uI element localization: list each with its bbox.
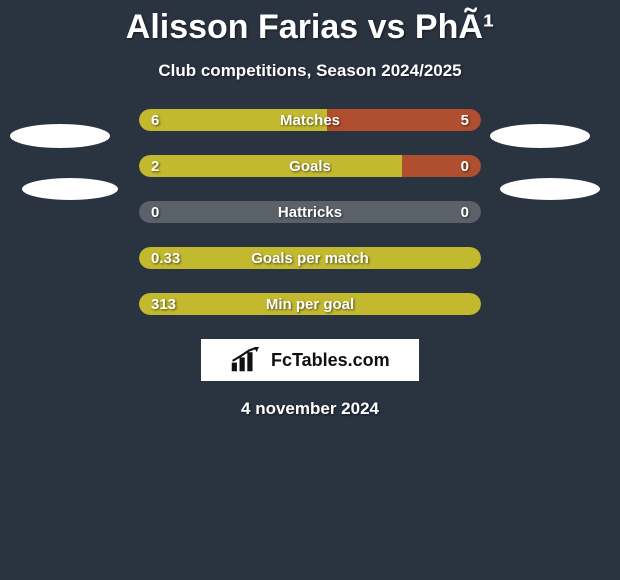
bar-value-right: 5 xyxy=(461,109,469,131)
stat-bar-row: 0Hattricks0 xyxy=(139,201,481,223)
subtitle: Club competitions, Season 2024/2025 xyxy=(0,61,620,81)
comparison-bars: 6Matches52Goals00Hattricks00.33Goals per… xyxy=(139,109,481,315)
date-text: 4 november 2024 xyxy=(0,399,620,419)
side-ellipse xyxy=(500,178,600,200)
side-ellipse xyxy=(490,124,590,148)
bar-value-right: 0 xyxy=(461,201,469,223)
side-ellipse xyxy=(10,124,110,148)
bar-value-right: 0 xyxy=(461,155,469,177)
page-title: Alisson Farias vs PhÃ¹ xyxy=(0,0,620,47)
stat-bar-row: 2Goals0 xyxy=(139,155,481,177)
logo-text: FcTables.com xyxy=(271,350,390,371)
bar-label: Min per goal xyxy=(139,293,481,315)
bar-label: Hattricks xyxy=(139,201,481,223)
stat-bar-row: 313Min per goal xyxy=(139,293,481,315)
bar-label: Goals xyxy=(139,155,481,177)
bar-label: Goals per match xyxy=(139,247,481,269)
stat-bar-row: 6Matches5 xyxy=(139,109,481,131)
bar-label: Matches xyxy=(139,109,481,131)
stat-bar-row: 0.33Goals per match xyxy=(139,247,481,269)
fctables-logo-icon xyxy=(230,347,265,373)
side-ellipse xyxy=(22,178,118,200)
logo-box: FcTables.com xyxy=(201,339,419,381)
